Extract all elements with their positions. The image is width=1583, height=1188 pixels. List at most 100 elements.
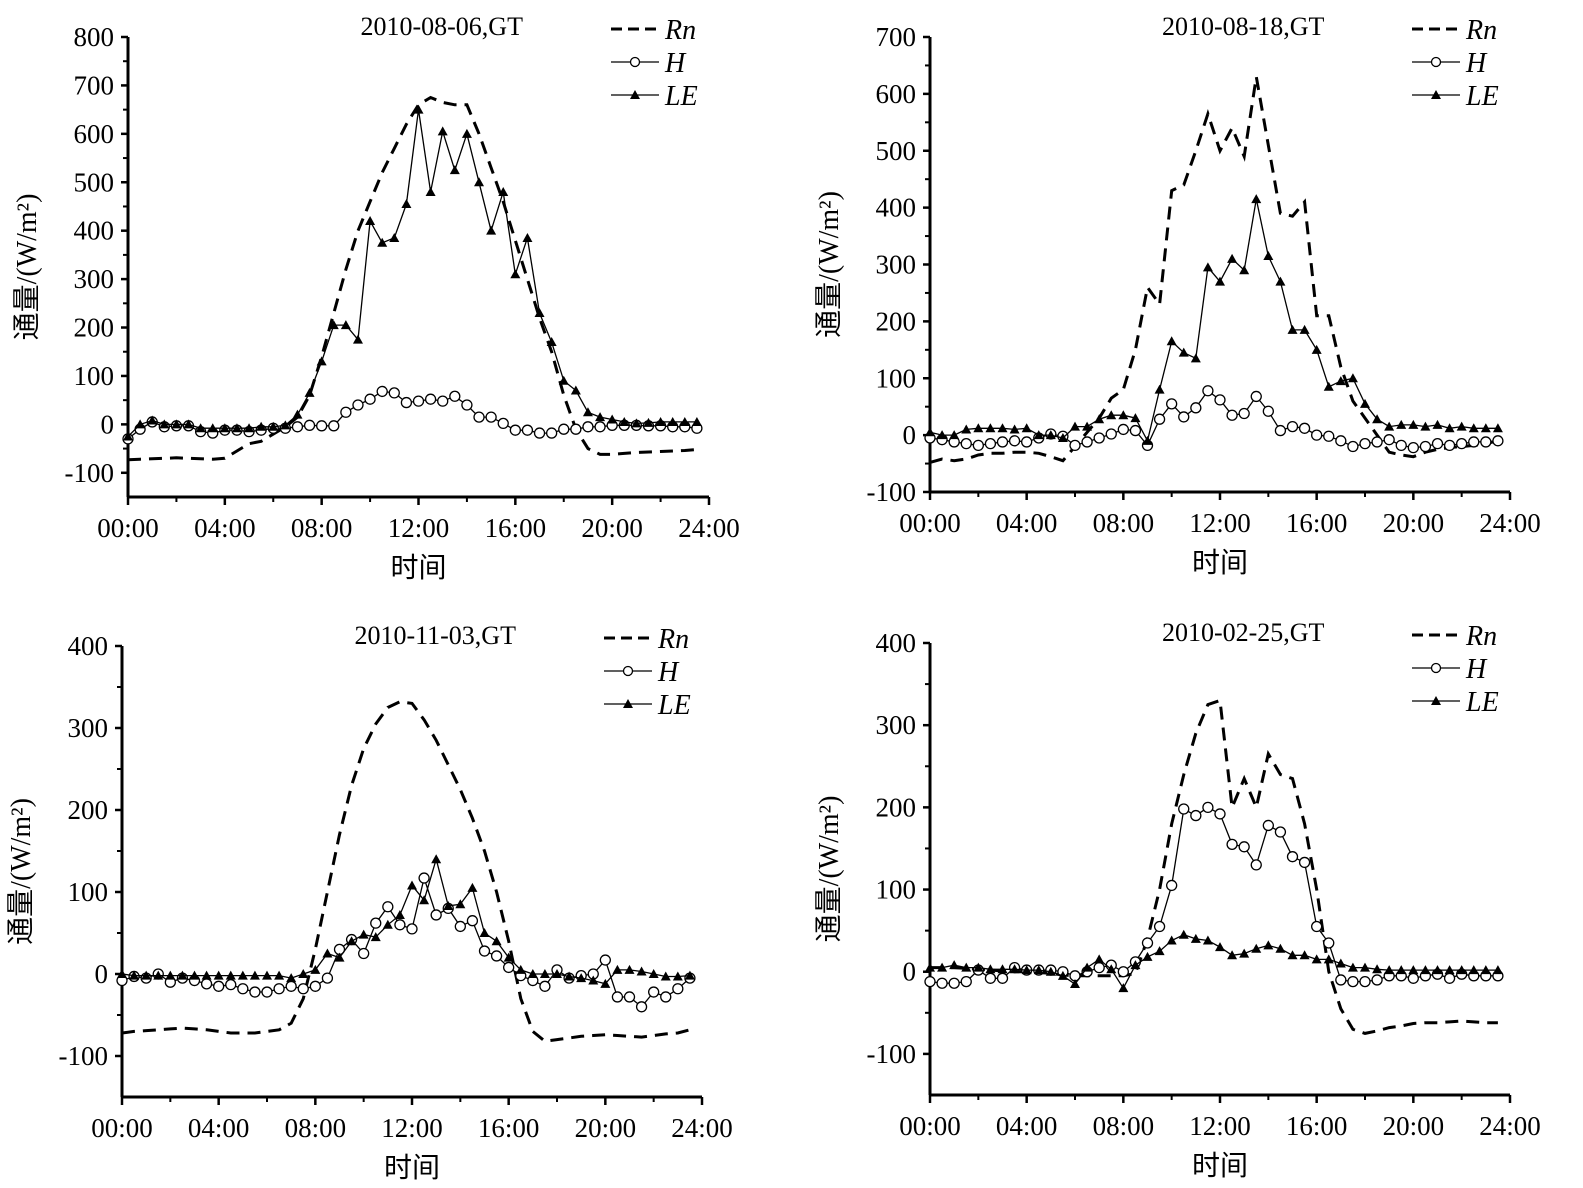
y-tick-label: 300 — [74, 264, 115, 294]
h-data-point — [1468, 436, 1480, 448]
le-data-point — [1444, 965, 1455, 975]
y-tick-label: 700 — [74, 70, 115, 100]
le-data-point — [1009, 424, 1020, 434]
le-data-point — [534, 308, 545, 317]
h-data-point — [388, 387, 400, 399]
h-data-point — [376, 385, 388, 398]
legend-h-marker — [1430, 56, 1442, 68]
le-data-point — [244, 423, 255, 433]
legend-h-marker — [1430, 662, 1442, 674]
chart-panel-2010-08-06: -100 0 100 200 300 400 500 600 700 800 00:00 04:00 0… — [12, 12, 740, 584]
le-data-point — [377, 237, 388, 247]
le-data-point — [1106, 410, 1117, 420]
y-tick-label: 800 — [74, 22, 115, 52]
h-data-point — [400, 396, 413, 409]
le-data-point — [298, 969, 309, 978]
le-data-point — [147, 415, 158, 425]
le-data-point — [1287, 950, 1298, 960]
legend-label-le: LE — [1465, 81, 1499, 112]
x-axis-title: 时间 — [1192, 1150, 1248, 1182]
h-data-point — [509, 424, 521, 436]
h-data-point — [225, 979, 237, 991]
h-data-point — [1298, 422, 1311, 434]
y-tick-label: 400 — [74, 216, 115, 246]
y-axis-title: 通量/(W/m²) — [12, 194, 43, 341]
series-h-line — [929, 806, 1498, 984]
le-data-point — [1166, 935, 1177, 945]
le-data-point — [643, 417, 654, 427]
le-data-point — [389, 232, 400, 242]
le-data-point — [1166, 336, 1177, 346]
le-data-point — [1130, 960, 1141, 970]
h-data-point — [984, 438, 997, 450]
le-data-point — [486, 225, 497, 235]
h-data-point — [412, 395, 425, 407]
y-tick-label: 400 — [68, 631, 109, 661]
x-tick-label: 16:00 — [478, 1113, 540, 1143]
h-data-point — [485, 411, 497, 423]
y-tick-label: 0 — [101, 409, 115, 439]
h-data-point — [1347, 440, 1359, 453]
le-data-point — [1396, 965, 1407, 975]
le-data-point — [576, 973, 587, 983]
y-tick-label: 100 — [68, 877, 109, 907]
h-data-point — [309, 980, 321, 992]
h-data-point — [1359, 438, 1371, 450]
le-data-point — [365, 216, 376, 225]
le-data-point — [1335, 376, 1346, 386]
le-data-point — [1142, 435, 1153, 445]
le-data-point — [1130, 413, 1141, 423]
h-data-point — [1323, 430, 1335, 442]
x-tick-label: 00:00 — [91, 1113, 153, 1143]
le-data-point — [328, 320, 339, 330]
legend-label-rn: Rn — [1465, 15, 1497, 46]
le-data-point — [225, 970, 236, 980]
series-rn-line — [121, 700, 691, 1043]
legend-le-marker — [1431, 696, 1441, 705]
le-data-point — [382, 919, 393, 929]
le-data-point — [1215, 276, 1225, 286]
h-data-point — [273, 983, 285, 995]
h-data-point — [1383, 434, 1395, 446]
h-data-point — [364, 393, 376, 405]
chart-panel-2010-02-25: -100 0 100 200 300 400 00:00 04:00 08:00 12:00 16:… — [814, 618, 1541, 1182]
le-data-point — [1372, 964, 1383, 974]
le-data-point — [619, 416, 630, 426]
le-data-point — [195, 423, 206, 433]
le-data-point — [1263, 250, 1274, 260]
chart-title: 2010-11-03,GT — [354, 621, 516, 650]
le-data-point — [449, 165, 460, 175]
le-data-point — [1082, 962, 1093, 972]
le-data-point — [1311, 344, 1322, 354]
le-data-point — [612, 964, 623, 974]
x-tick-label: 20:00 — [1383, 1111, 1445, 1141]
x-axis-title: 时间 — [1192, 547, 1248, 579]
h-data-point — [478, 945, 491, 957]
le-data-point — [135, 419, 146, 429]
le-data-point — [201, 970, 212, 980]
x-tick-label: 24:00 — [678, 513, 740, 543]
h-data-point — [1274, 424, 1287, 437]
y-tick-label: 0 — [903, 957, 917, 987]
legend-label-h: H — [657, 657, 680, 688]
le-data-point — [527, 969, 538, 978]
le-data-point — [256, 421, 267, 431]
h-data-point — [948, 977, 960, 989]
le-data-point — [1468, 423, 1479, 433]
h-data-point — [291, 421, 304, 433]
le-data-point — [985, 423, 996, 433]
y-tick-label: 300 — [68, 713, 109, 743]
le-data-point — [1033, 430, 1044, 440]
h-data-point — [1214, 808, 1226, 820]
h-data-point — [1298, 856, 1311, 869]
h-data-point — [424, 393, 437, 405]
h-data-point — [1286, 420, 1299, 433]
y-tick-label: 600 — [74, 119, 115, 149]
h-data-point — [521, 424, 534, 436]
legend-label-rn: Rn — [664, 15, 696, 46]
le-data-point — [1251, 943, 1262, 953]
le-data-point — [925, 427, 935, 437]
h-data-point — [1117, 423, 1129, 436]
le-data-point — [607, 414, 618, 424]
le-data-point — [189, 970, 200, 980]
